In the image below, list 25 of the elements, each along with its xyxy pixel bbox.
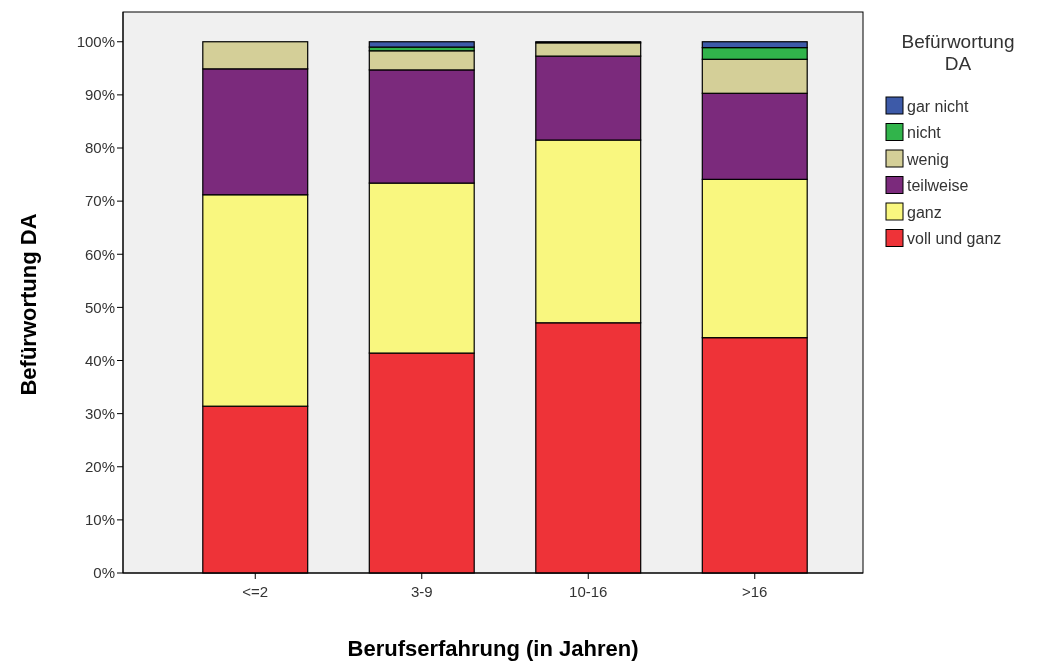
x-tick-label: 10-16 — [569, 583, 608, 600]
x-axis-title: Berufserfahrung (in Jahren) — [347, 636, 639, 661]
x-tick-label: 3-9 — [410, 583, 433, 600]
y-tick-label: 90% — [84, 86, 115, 104]
legend-label: voll und ganz — [907, 230, 1002, 248]
y-tick-label: 50% — [84, 298, 115, 316]
y-tick-label: 40% — [84, 351, 115, 369]
y-tick-label: 70% — [84, 192, 115, 210]
x-tick-label: <=2 — [242, 583, 269, 600]
legend-label: ganz — [907, 203, 942, 221]
legend-label: teilweise — [907, 177, 969, 195]
x-tick-label: >16 — [742, 583, 768, 600]
y-axis-title: Befürwortung DA — [16, 213, 41, 396]
y-tick-label: 60% — [84, 245, 115, 263]
y-tick-label: 0% — [93, 564, 115, 582]
y-tick-label: 100% — [76, 33, 115, 50]
y-tick-label: 80% — [84, 139, 115, 157]
y-tick-label: 10% — [84, 511, 115, 529]
y-tick-label: 30% — [84, 404, 115, 422]
legend-label: nicht — [907, 124, 942, 142]
bar — [368, 41, 475, 48]
legend-label: wenig — [906, 150, 949, 168]
legend-label: gar nicht — [907, 97, 969, 115]
legend-title: Befürwortung DA — [901, 31, 1015, 74]
y-tick-label: 20% — [84, 458, 115, 475]
